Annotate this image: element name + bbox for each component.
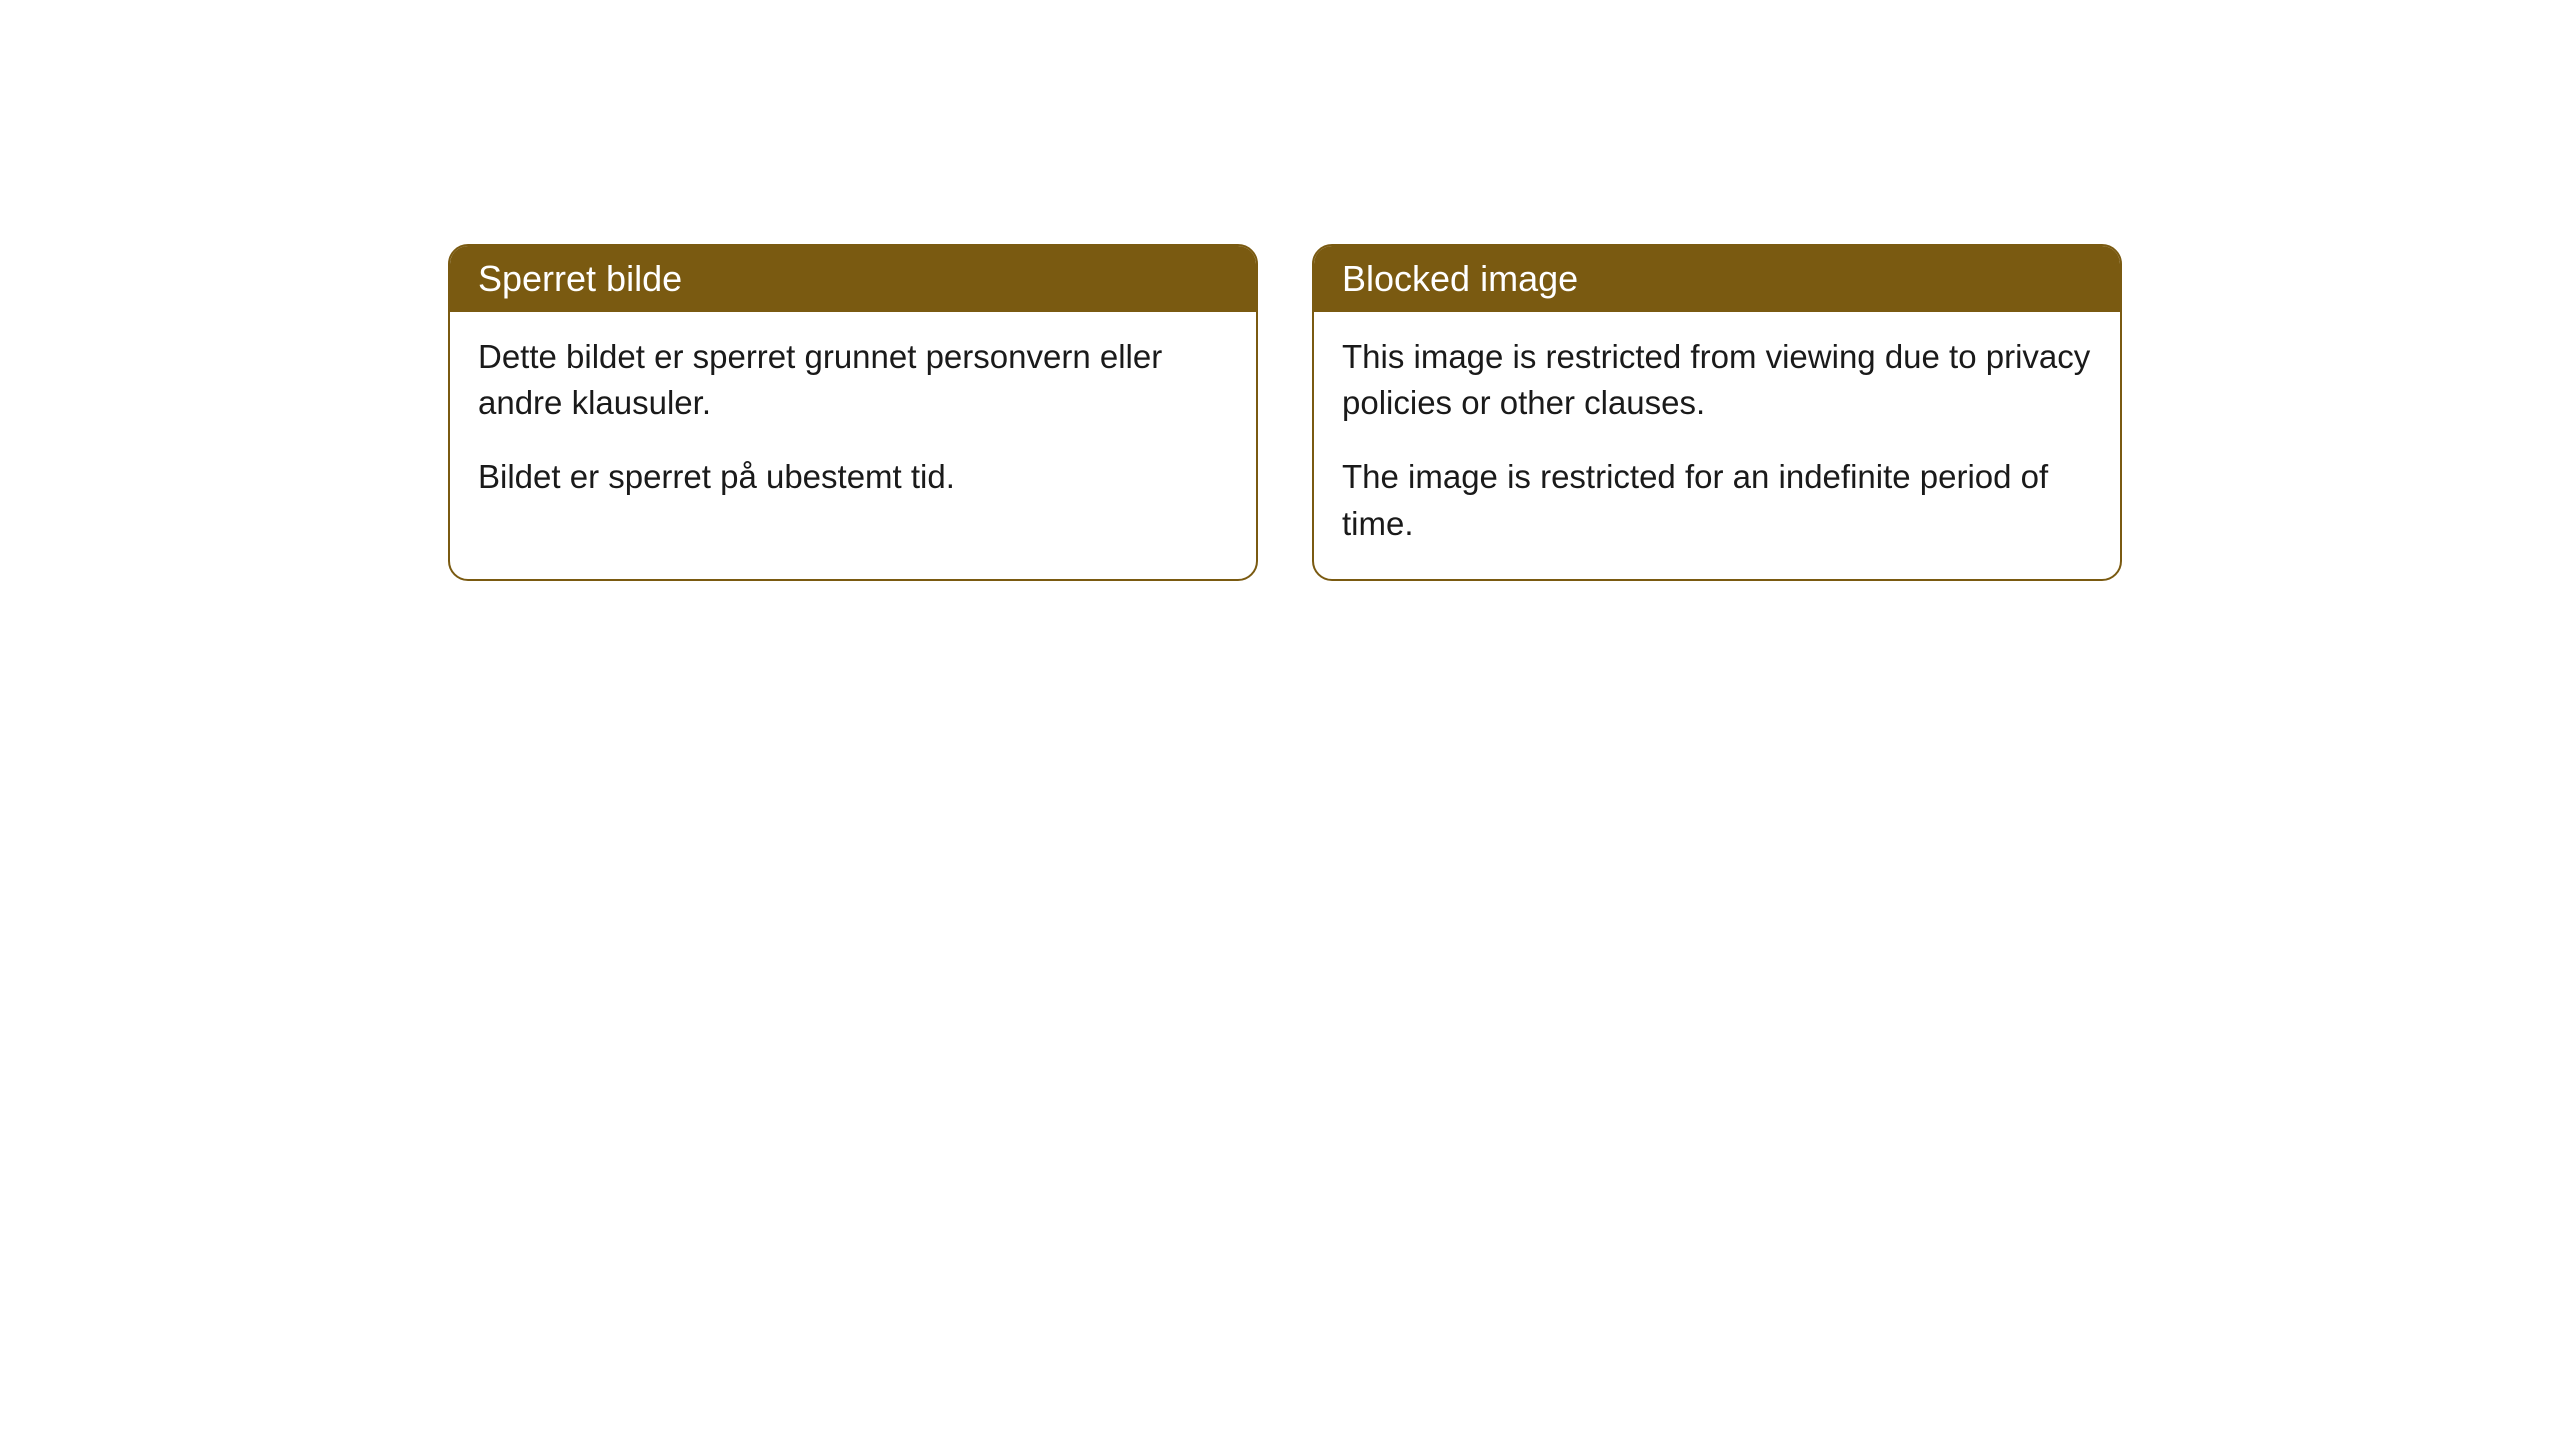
card-title: Blocked image: [1342, 258, 1578, 299]
card-paragraph: Dette bildet er sperret grunnet personve…: [478, 334, 1228, 426]
notice-cards-container: Sperret bilde Dette bildet er sperret gr…: [448, 244, 2122, 581]
card-title: Sperret bilde: [478, 258, 682, 299]
card-paragraph: This image is restricted from viewing du…: [1342, 334, 2092, 426]
card-paragraph: Bildet er sperret på ubestemt tid.: [478, 454, 1228, 500]
notice-card-english: Blocked image This image is restricted f…: [1312, 244, 2122, 581]
notice-card-norwegian: Sperret bilde Dette bildet er sperret gr…: [448, 244, 1258, 581]
card-body: Dette bildet er sperret grunnet personve…: [450, 312, 1256, 533]
card-paragraph: The image is restricted for an indefinit…: [1342, 454, 2092, 546]
card-body: This image is restricted from viewing du…: [1314, 312, 2120, 579]
card-header: Blocked image: [1314, 246, 2120, 312]
card-header: Sperret bilde: [450, 246, 1256, 312]
